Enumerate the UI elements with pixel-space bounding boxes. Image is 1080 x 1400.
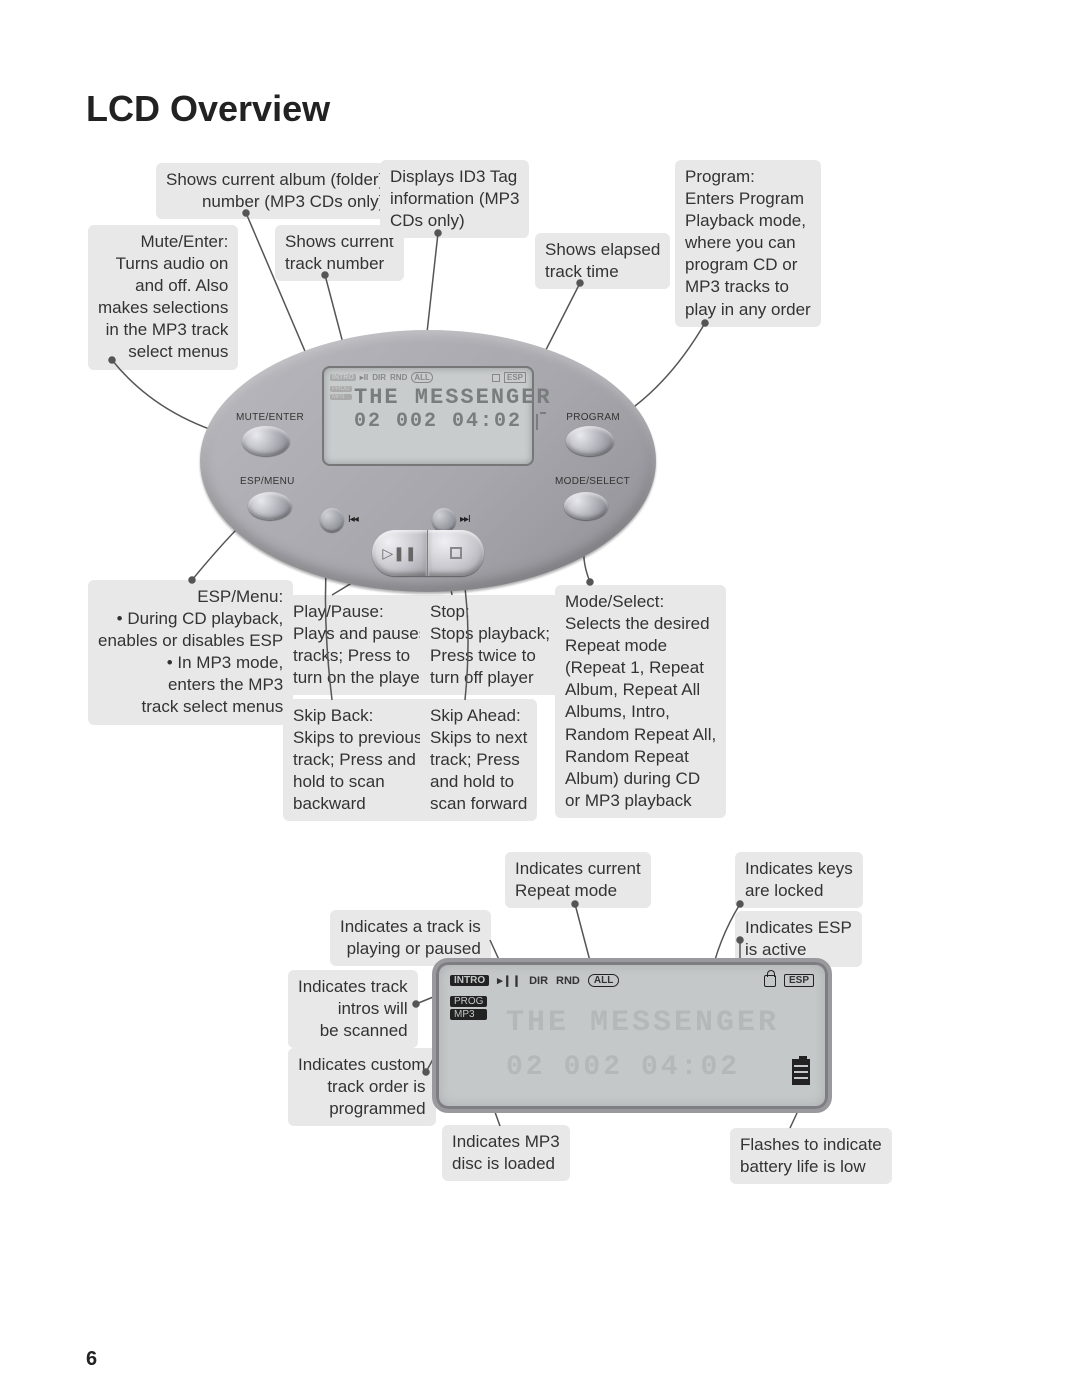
- lcd2-album: 02: [506, 1052, 546, 1083]
- lcd2-esp-label: ESP: [784, 974, 814, 987]
- lcd2-main-text: THE MESSENGER: [506, 1006, 779, 1040]
- lcd2-prog-chip: PROG: [450, 996, 487, 1007]
- lcd2-icon-row: INTRO ▸❙❙ DIR RND ALL ESP: [450, 974, 814, 987]
- lcd-closeup: INTRO ▸❙❙ DIR RND ALL ESP PROG MP3 THE M…: [432, 958, 832, 1113]
- lcd2-playpause-icon: ▸❙❙: [497, 974, 521, 987]
- lcd2-dir-label: DIR: [529, 975, 548, 987]
- lcd2-all-label: ALL: [588, 974, 619, 987]
- lcd2-intro-chip: INTRO: [450, 975, 489, 986]
- lcd2-mp3-chip: MP3: [450, 1009, 487, 1020]
- lcd2-rnd-label: RND: [556, 975, 580, 987]
- lcd2-track: 002: [564, 1052, 623, 1083]
- lcd2-lock-icon: [764, 975, 776, 987]
- lcd2-time: 04:02: [641, 1052, 740, 1083]
- lcd2-battery-icon: [792, 1059, 810, 1085]
